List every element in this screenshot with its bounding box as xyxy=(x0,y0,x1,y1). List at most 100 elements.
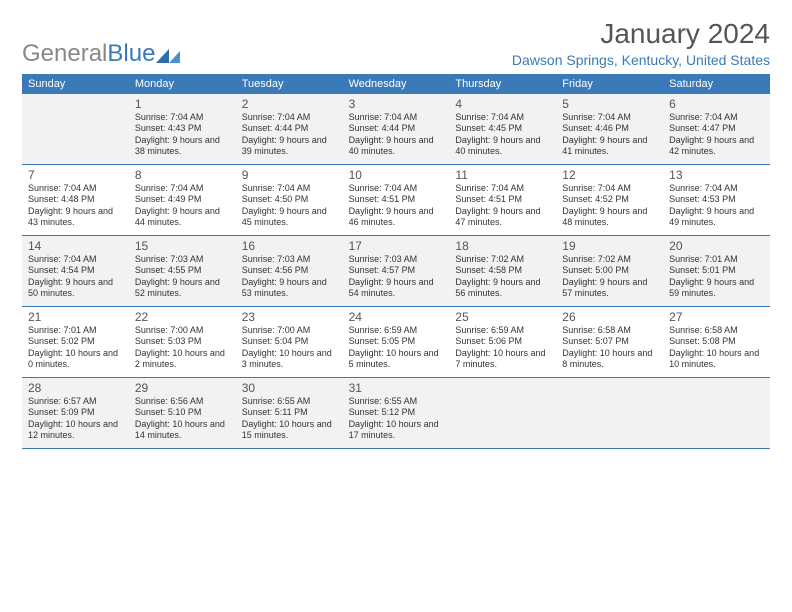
sunrise-line: Sunrise: 7:04 AM xyxy=(349,112,444,123)
sunrise-line: Sunrise: 7:00 AM xyxy=(135,325,230,336)
day-cell: 7Sunrise: 7:04 AMSunset: 4:48 PMDaylight… xyxy=(22,165,129,235)
weekday-row: SundayMondayTuesdayWednesdayThursdayFrid… xyxy=(22,74,770,94)
day-number: 13 xyxy=(669,168,764,183)
daylight-line: Daylight: 9 hours and 41 minutes. xyxy=(562,135,657,158)
day-cell: 24Sunrise: 6:59 AMSunset: 5:05 PMDayligh… xyxy=(343,307,450,377)
day-number: 11 xyxy=(455,168,550,183)
location: Dawson Springs, Kentucky, United States xyxy=(512,52,770,68)
day-cell: 27Sunrise: 6:58 AMSunset: 5:08 PMDayligh… xyxy=(663,307,770,377)
weekday-label: Tuesday xyxy=(236,74,343,94)
sunrise-line: Sunrise: 7:04 AM xyxy=(669,183,764,194)
day-number: 1 xyxy=(135,97,230,112)
daylight-line: Daylight: 10 hours and 0 minutes. xyxy=(28,348,123,371)
sunrise-line: Sunrise: 7:04 AM xyxy=(28,254,123,265)
sunset-line: Sunset: 4:46 PM xyxy=(562,123,657,134)
sunset-line: Sunset: 4:52 PM xyxy=(562,194,657,205)
day-cell: 22Sunrise: 7:00 AMSunset: 5:03 PMDayligh… xyxy=(129,307,236,377)
sunset-line: Sunset: 5:04 PM xyxy=(242,336,337,347)
day-cell: 28Sunrise: 6:57 AMSunset: 5:09 PMDayligh… xyxy=(22,378,129,448)
weekday-label: Friday xyxy=(556,74,663,94)
day-number: 28 xyxy=(28,381,123,396)
logo: GeneralBlue xyxy=(22,40,182,68)
sunset-line: Sunset: 5:11 PM xyxy=(242,407,337,418)
sunrise-line: Sunrise: 6:57 AM xyxy=(28,396,123,407)
day-number: 12 xyxy=(562,168,657,183)
daylight-line: Daylight: 9 hours and 43 minutes. xyxy=(28,206,123,229)
sunset-line: Sunset: 4:53 PM xyxy=(669,194,764,205)
daylight-line: Daylight: 10 hours and 3 minutes. xyxy=(242,348,337,371)
daylight-line: Daylight: 9 hours and 46 minutes. xyxy=(349,206,444,229)
day-number: 16 xyxy=(242,239,337,254)
day-cell: 23Sunrise: 7:00 AMSunset: 5:04 PMDayligh… xyxy=(236,307,343,377)
sunrise-line: Sunrise: 7:04 AM xyxy=(135,183,230,194)
daylight-line: Daylight: 10 hours and 5 minutes. xyxy=(349,348,444,371)
week-row: 14Sunrise: 7:04 AMSunset: 4:54 PMDayligh… xyxy=(22,236,770,307)
daylight-line: Daylight: 9 hours and 40 minutes. xyxy=(455,135,550,158)
sunset-line: Sunset: 5:03 PM xyxy=(135,336,230,347)
day-number: 20 xyxy=(669,239,764,254)
day-number: 17 xyxy=(349,239,444,254)
day-cell: 20Sunrise: 7:01 AMSunset: 5:01 PMDayligh… xyxy=(663,236,770,306)
sunrise-line: Sunrise: 7:01 AM xyxy=(28,325,123,336)
sunset-line: Sunset: 4:45 PM xyxy=(455,123,550,134)
day-number: 21 xyxy=(28,310,123,325)
weekday-label: Thursday xyxy=(449,74,556,94)
day-cell: 12Sunrise: 7:04 AMSunset: 4:52 PMDayligh… xyxy=(556,165,663,235)
day-cell: 11Sunrise: 7:04 AMSunset: 4:51 PMDayligh… xyxy=(449,165,556,235)
week-row: 28Sunrise: 6:57 AMSunset: 5:09 PMDayligh… xyxy=(22,378,770,449)
day-number: 29 xyxy=(135,381,230,396)
sunrise-line: Sunrise: 6:58 AM xyxy=(562,325,657,336)
daylight-line: Daylight: 9 hours and 56 minutes. xyxy=(455,277,550,300)
daylight-line: Daylight: 9 hours and 59 minutes. xyxy=(669,277,764,300)
day-number: 6 xyxy=(669,97,764,112)
sunset-line: Sunset: 5:06 PM xyxy=(455,336,550,347)
sunrise-line: Sunrise: 7:04 AM xyxy=(455,112,550,123)
weekday-label: Wednesday xyxy=(343,74,450,94)
daylight-line: Daylight: 9 hours and 57 minutes. xyxy=(562,277,657,300)
logo-text: GeneralBlue xyxy=(22,40,155,68)
day-number: 2 xyxy=(242,97,337,112)
sunrise-line: Sunrise: 7:04 AM xyxy=(349,183,444,194)
daylight-line: Daylight: 10 hours and 14 minutes. xyxy=(135,419,230,442)
day-number: 26 xyxy=(562,310,657,325)
daylight-line: Daylight: 9 hours and 44 minutes. xyxy=(135,206,230,229)
day-number: 10 xyxy=(349,168,444,183)
day-cell xyxy=(22,94,129,164)
day-number: 4 xyxy=(455,97,550,112)
sunrise-line: Sunrise: 7:04 AM xyxy=(242,112,337,123)
daylight-line: Daylight: 10 hours and 2 minutes. xyxy=(135,348,230,371)
weekday-label: Monday xyxy=(129,74,236,94)
sunrise-line: Sunrise: 6:55 AM xyxy=(242,396,337,407)
month-title: January 2024 xyxy=(512,18,770,50)
daylight-line: Daylight: 10 hours and 12 minutes. xyxy=(28,419,123,442)
sunset-line: Sunset: 4:50 PM xyxy=(242,194,337,205)
daylight-line: Daylight: 9 hours and 54 minutes. xyxy=(349,277,444,300)
daylight-line: Daylight: 10 hours and 17 minutes. xyxy=(349,419,444,442)
sunset-line: Sunset: 4:51 PM xyxy=(455,194,550,205)
week-row: 21Sunrise: 7:01 AMSunset: 5:02 PMDayligh… xyxy=(22,307,770,378)
day-number: 8 xyxy=(135,168,230,183)
sunrise-line: Sunrise: 6:56 AM xyxy=(135,396,230,407)
day-cell: 5Sunrise: 7:04 AMSunset: 4:46 PMDaylight… xyxy=(556,94,663,164)
daylight-line: Daylight: 9 hours and 48 minutes. xyxy=(562,206,657,229)
sunrise-line: Sunrise: 7:00 AM xyxy=(242,325,337,336)
sunrise-line: Sunrise: 6:59 AM xyxy=(349,325,444,336)
daylight-line: Daylight: 9 hours and 53 minutes. xyxy=(242,277,337,300)
daylight-line: Daylight: 9 hours and 45 minutes. xyxy=(242,206,337,229)
daylight-line: Daylight: 10 hours and 15 minutes. xyxy=(242,419,337,442)
day-cell: 9Sunrise: 7:04 AMSunset: 4:50 PMDaylight… xyxy=(236,165,343,235)
day-cell: 30Sunrise: 6:55 AMSunset: 5:11 PMDayligh… xyxy=(236,378,343,448)
day-cell: 8Sunrise: 7:04 AMSunset: 4:49 PMDaylight… xyxy=(129,165,236,235)
title-block: January 2024 Dawson Springs, Kentucky, U… xyxy=(512,18,770,68)
sunrise-line: Sunrise: 6:58 AM xyxy=(669,325,764,336)
header: GeneralBlue January 2024 Dawson Springs,… xyxy=(22,18,770,68)
day-number: 31 xyxy=(349,381,444,396)
sunset-line: Sunset: 4:43 PM xyxy=(135,123,230,134)
sunset-line: Sunset: 4:54 PM xyxy=(28,265,123,276)
sunrise-line: Sunrise: 7:04 AM xyxy=(135,112,230,123)
day-cell: 31Sunrise: 6:55 AMSunset: 5:12 PMDayligh… xyxy=(343,378,450,448)
daylight-line: Daylight: 9 hours and 40 minutes. xyxy=(349,135,444,158)
weeks-container: 1Sunrise: 7:04 AMSunset: 4:43 PMDaylight… xyxy=(22,94,770,449)
sunrise-line: Sunrise: 7:02 AM xyxy=(455,254,550,265)
day-cell: 14Sunrise: 7:04 AMSunset: 4:54 PMDayligh… xyxy=(22,236,129,306)
